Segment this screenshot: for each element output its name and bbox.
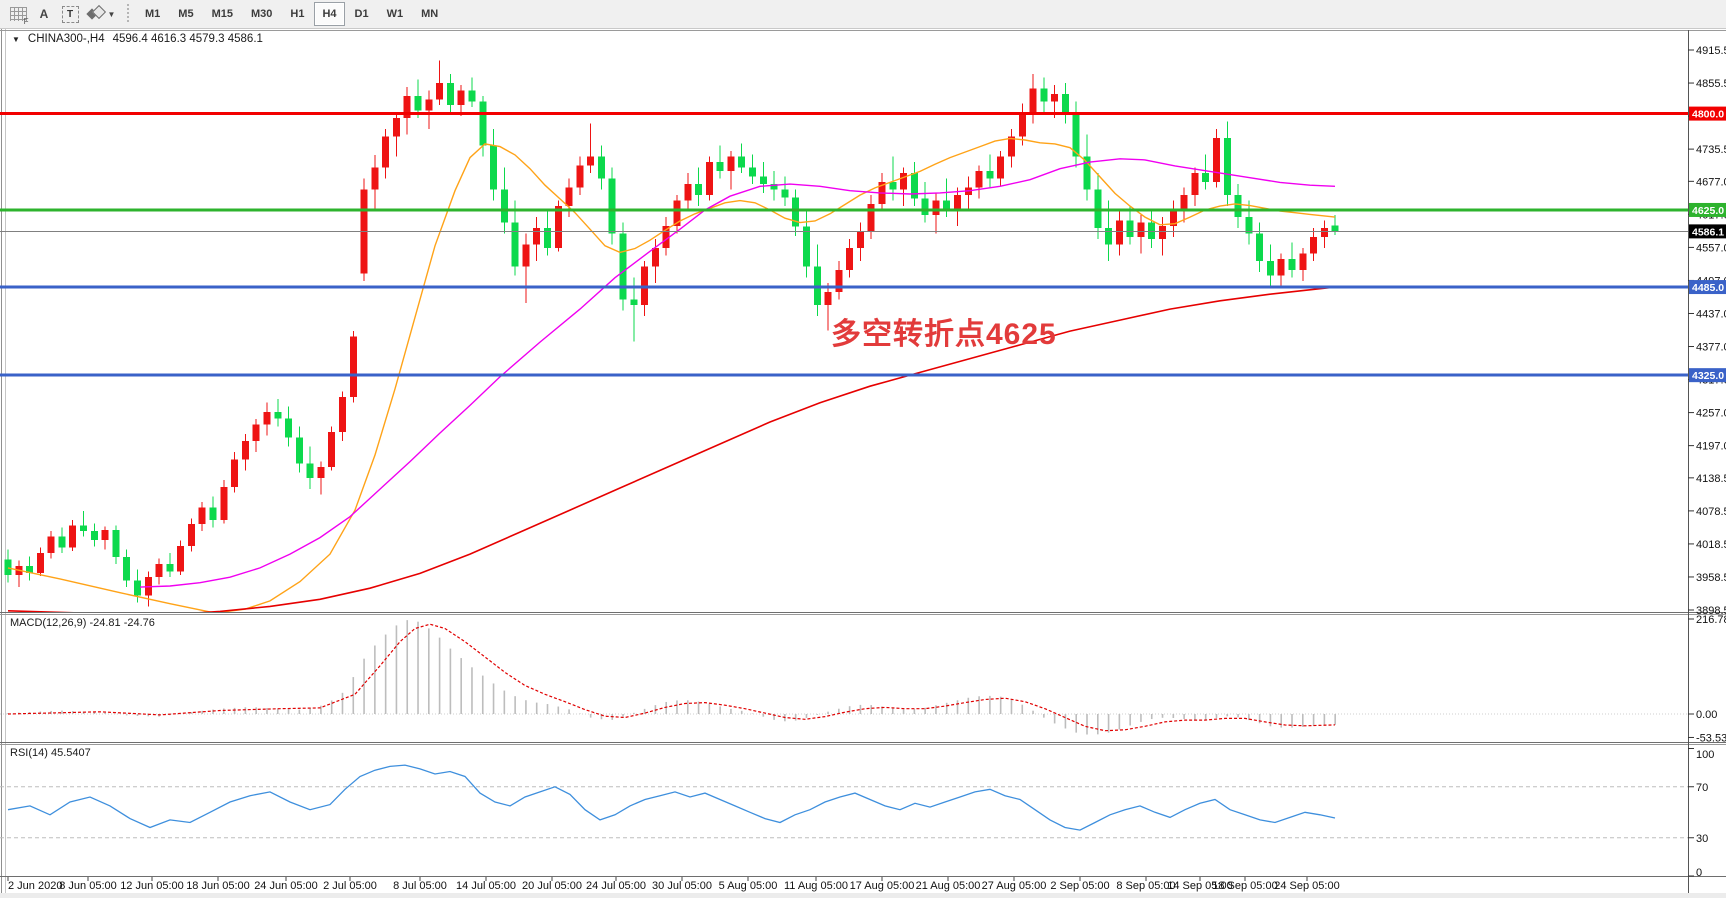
time-label: 8 Sep 05:00 (1116, 880, 1175, 892)
moving-averages (7, 137, 1336, 612)
time-label: 2 Jul 05:00 (323, 880, 377, 892)
price-tick-label: 4257.0 (1696, 408, 1726, 420)
shapes-dropdown-icon[interactable]: ▼ (84, 3, 118, 25)
time-label: 8 Jun 05:00 (59, 880, 117, 892)
time-label: 24 Sep 05:00 (1274, 880, 1339, 892)
toolbar: F A T ▼ M1 M5 M15 M30 H1 H4 D1 W1 MN (0, 0, 1726, 29)
price-tick-label: 4915.5 (1696, 45, 1726, 57)
price-tick-label: 4735.5 (1696, 144, 1726, 156)
rsi-axis-label: 30 (1696, 833, 1708, 845)
timeframe-button-m1[interactable]: M1 (145, 8, 161, 20)
svg-text:4800.0: 4800.0 (1692, 109, 1724, 121)
chart-grid-f-icon[interactable]: F (6, 3, 30, 26)
price-tick-label: 4078.5 (1696, 506, 1726, 518)
price-tick-label: 4197.0 (1696, 441, 1726, 453)
time-label: 24 Jul 05:00 (586, 880, 646, 892)
window-bottom-strip (0, 893, 1726, 898)
rsi-axis-label: 0 (1696, 867, 1702, 879)
price-tick-label: 4377.0 (1696, 342, 1726, 354)
svg-text:4586.1: 4586.1 (1692, 226, 1724, 238)
rsi-pane: 100 70 30 0 (0, 748, 1714, 879)
svg-text:4325.0: 4325.0 (1692, 370, 1724, 382)
price-badge-4800.0: 4800.0 (1689, 106, 1726, 121)
symbol-dropdown-icon[interactable]: ▼ (12, 34, 20, 44)
timeframe-button-m15[interactable]: M15 (211, 8, 233, 20)
time-label: 5 Aug 05:00 (719, 880, 778, 892)
time-label: 2 Jun 2020 (8, 880, 62, 892)
time-label: 18 Sep 05:00 (1212, 880, 1277, 892)
svg-text:4485.0: 4485.0 (1692, 282, 1724, 294)
price-badge-4485.0: 4485.0 (1689, 280, 1726, 295)
price-tick-label: 4018.5 (1696, 539, 1726, 551)
macd-pane: 216.78 0.00 -53.53 (0, 614, 1726, 744)
timeframe-button-h4[interactable]: H4 (314, 2, 345, 26)
timeframe-button-mn[interactable]: MN (421, 8, 439, 20)
text-box-icon[interactable]: T (58, 3, 82, 25)
timeframe-button-m30[interactable]: M30 (250, 8, 273, 20)
time-label: 11 Aug 05:00 (784, 880, 848, 892)
time-label: 20 Jul 05:00 (522, 880, 582, 892)
time-label: 2 Sep 05:00 (1050, 880, 1109, 892)
time-label: 27 Aug 05:00 (982, 880, 1047, 892)
time-label: 17 Aug 05:00 (850, 880, 915, 892)
price-tick-label: 4557.0 (1696, 242, 1726, 254)
price-tick-label: 3958.5 (1696, 572, 1726, 584)
ma-fast-orange (7, 137, 1336, 612)
timeframe-buttons: M1 M5 M15 M30 H1 H4 D1 W1 MN (136, 2, 447, 26)
ma-slow-red (7, 286, 1336, 612)
price-tick-label: 4855.5 (1696, 78, 1726, 90)
price-tick-label: 4138.5 (1696, 473, 1726, 485)
time-label: 14 Sep 05:00 (1167, 880, 1232, 892)
price-tick-label: 3898.5 (1696, 605, 1726, 617)
ma-mid-magenta (139, 158, 1336, 588)
time-label: 14 Jul 05:00 (456, 880, 516, 892)
time-label: 30 Jul 05:00 (652, 880, 712, 892)
horizontal-level-lines[interactable] (0, 112, 1688, 377)
time-label: 18 Jun 05:00 (186, 880, 250, 892)
macd-signal-line (7, 623, 1336, 732)
time-label: 12 Jun 05:00 (120, 880, 184, 892)
timeframe-button-w1[interactable]: W1 (386, 8, 404, 20)
rsi-axis-label: 100 (1696, 749, 1714, 761)
toolbar-grip[interactable] (127, 4, 132, 24)
text-label-icon[interactable]: A (39, 7, 49, 21)
timeframe-button-d1[interactable]: D1 (354, 8, 369, 20)
price-badge-4586.1: 4586.1 (1689, 224, 1726, 239)
price-tick-label: 4437.0 (1696, 308, 1726, 320)
time-label: 21 Aug 05:00 (916, 880, 981, 892)
timeframe-button-h1[interactable]: H1 (290, 8, 305, 20)
time-label: 24 Jun 05:00 (254, 880, 318, 892)
price-badge-4625.0: 4625.0 (1689, 202, 1726, 217)
macd-axis-label: 0.00 (1696, 709, 1717, 721)
rsi-line (7, 764, 1336, 831)
chart-background (0, 29, 1726, 898)
rsi-axis-label: 70 (1696, 782, 1708, 794)
macd-axis-label: -53.53 (1696, 732, 1726, 744)
macd-axis-label: 216.78 (1696, 614, 1726, 626)
timeframe-button-m5[interactable]: M5 (178, 8, 194, 20)
time-label: 8 Jul 05:00 (393, 880, 447, 892)
price-tick-label: 4677.0 (1696, 176, 1726, 188)
svg-text:4625.0: 4625.0 (1692, 205, 1724, 217)
price-badge-4325.0: 4325.0 (1689, 368, 1726, 383)
